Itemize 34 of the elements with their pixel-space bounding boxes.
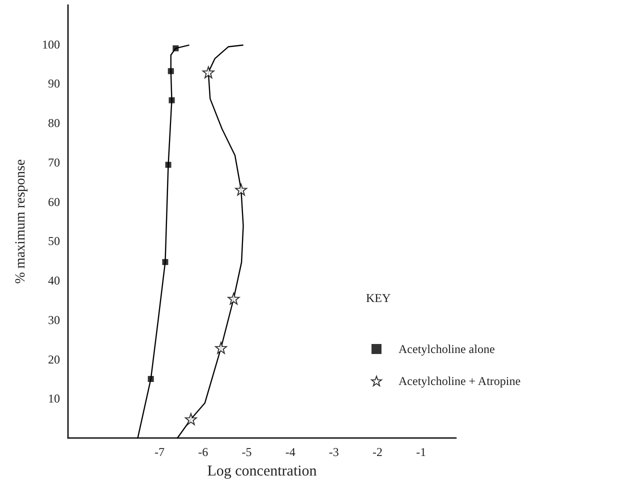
y-tick-label: 20: [48, 352, 60, 366]
point: [168, 68, 174, 74]
point: [148, 376, 154, 382]
y-axis-title: % maximum response: [14, 159, 28, 284]
x-tick-label: -5: [242, 445, 252, 459]
x-tick-label: -6: [198, 445, 208, 459]
y-tick-label: 100: [42, 37, 60, 52]
point: [202, 66, 214, 78]
point: [165, 162, 172, 168]
y-tick-label: 90: [48, 76, 60, 91]
x-tick-label: -3: [328, 445, 339, 459]
point: [228, 292, 240, 305]
legend-title: KEY: [366, 291, 391, 305]
line-series: [137, 44, 190, 439]
x-tick-label: -7: [154, 445, 165, 459]
point: [172, 45, 179, 52]
point: [235, 184, 248, 196]
point: [162, 259, 168, 266]
point: [215, 342, 228, 354]
x-tick-label: -4: [285, 445, 296, 459]
legend-label: Acetylcholine + Atropine: [398, 374, 521, 388]
y-tick-label: 30: [48, 312, 60, 327]
x-axis-title: Log concentration: [207, 464, 318, 480]
y-tick-label: 40: [48, 274, 60, 288]
y-tick-label: 60: [48, 194, 60, 209]
y-tick-label: 80: [48, 116, 60, 130]
y-tick-label: 50: [48, 234, 60, 248]
x-tick-label: -1: [416, 445, 426, 459]
point: [168, 97, 175, 104]
point: [184, 413, 197, 426]
y-tick-label: 70: [48, 155, 60, 170]
legend-label: Acetylcholine alone: [398, 342, 495, 356]
x-tick-label: -2: [372, 445, 383, 459]
y-tick-label: 10: [48, 392, 60, 406]
